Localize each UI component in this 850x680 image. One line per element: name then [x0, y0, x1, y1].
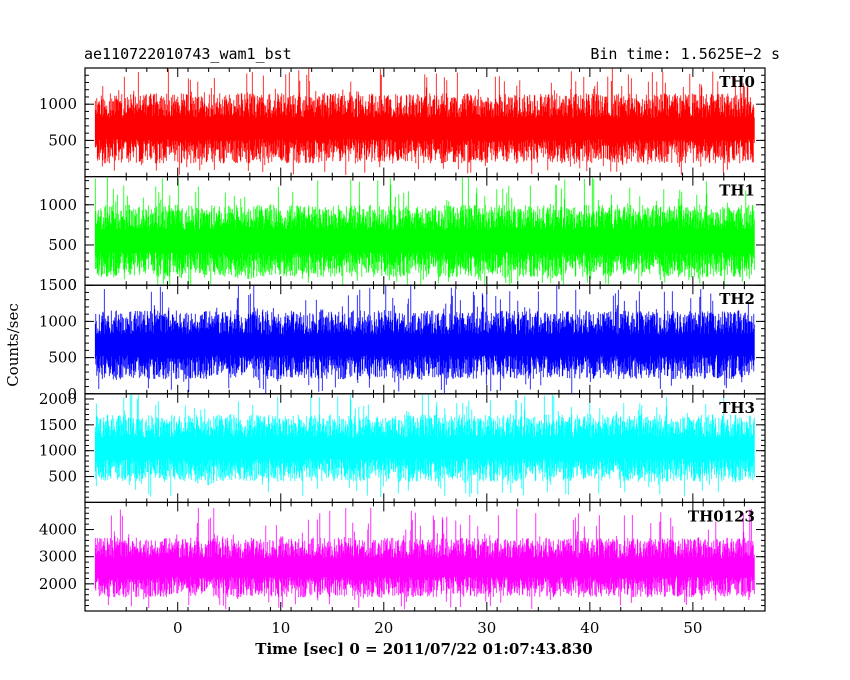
- y-tick-label: 2000: [39, 390, 77, 408]
- y-axis-label: Counts/sec: [4, 303, 22, 387]
- chart-title: ae110722010743_wam1_bst: [84, 45, 292, 63]
- y-tick-label: 500: [48, 131, 77, 149]
- y-tick-label: 1500: [39, 416, 77, 434]
- x-tick-label: 40: [580, 619, 599, 637]
- x-tick-label: 0: [173, 619, 183, 637]
- y-tick-label: 3000: [39, 548, 77, 566]
- x-tick-label: 10: [271, 619, 290, 637]
- panel-th1: 0 500 1000 TH1: [39, 176, 766, 294]
- y-tick-label: 1000: [39, 196, 77, 214]
- y-tick-label: 1000: [39, 442, 77, 460]
- panel-label: TH0123: [688, 507, 755, 525]
- panel-label: TH0: [719, 73, 755, 91]
- y-tick-label: 0: [67, 276, 77, 294]
- panel-th0123: 2000 3000 4000 TH0123 0 10 20 30 40 50: [39, 501, 766, 637]
- panel-label: TH1: [719, 182, 755, 200]
- x-tick-label: 30: [477, 619, 496, 637]
- y-tick-label: 500: [48, 236, 77, 254]
- y-tick-label: 1500: [39, 276, 77, 294]
- y-tick-label: 500: [48, 468, 77, 486]
- series-th2: [94, 285, 755, 394]
- y-tick-label: 0: [67, 385, 77, 403]
- x-tick-label: 20: [374, 619, 393, 637]
- panels: 5001000TH005001000TH1050010001500TH25001…: [39, 67, 766, 637]
- bin-time-label: Bin time: 1.5625E−2 s: [590, 45, 780, 63]
- y-tick-label: 2000: [39, 575, 77, 593]
- y-tick-label: 500: [48, 349, 77, 367]
- y-tick-label: 4000: [39, 521, 77, 539]
- panel-th2: 0 500 1000 1500 TH2: [39, 276, 766, 403]
- series-th1: [94, 176, 755, 286]
- x-axis-label: Time [sec] 0 = 2011/07/22 01:07:43.830: [255, 640, 592, 658]
- y-tick-label: 1000: [39, 95, 77, 113]
- y-tick-label: 1000: [39, 312, 77, 330]
- panel-label: TH2: [719, 290, 755, 308]
- x-tick-label: 50: [683, 619, 702, 637]
- series-th0: [94, 68, 755, 175]
- series-th0123: [94, 507, 755, 610]
- panel-label: TH3: [719, 399, 755, 417]
- series-th3: [94, 394, 755, 497]
- panel-th3: 500 1000 1500 2000 TH3: [39, 390, 766, 503]
- panel-th0: 500 1000 TH0: [39, 67, 766, 178]
